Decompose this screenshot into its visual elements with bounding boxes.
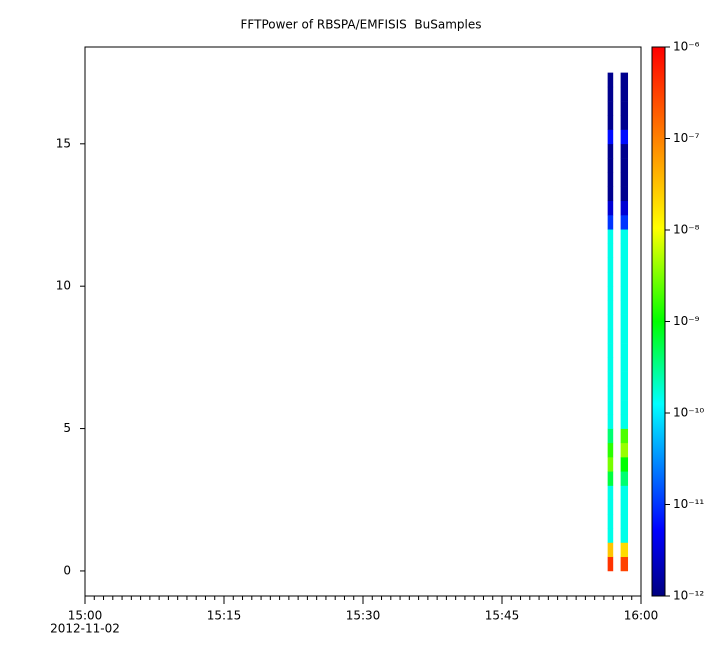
spectrogram-cell	[620, 186, 629, 202]
spectrogram-cell	[607, 485, 614, 501]
spectrogram-cell	[607, 556, 614, 572]
spectrogram-cell	[620, 243, 629, 259]
spectrogram-cell	[607, 499, 614, 515]
spectrogram-cell	[620, 172, 629, 187]
colorbar-tick-label: 10⁻¹⁰	[673, 406, 704, 420]
spectrogram-cell	[620, 400, 629, 415]
spectrogram-cell	[607, 158, 614, 173]
spectrogram-cell	[607, 428, 614, 444]
spectrogram-cell	[607, 86, 614, 102]
spectrogram-cell	[620, 556, 629, 572]
spectrogram-cell	[620, 215, 629, 230]
spectrogram-cell	[620, 385, 629, 401]
y-tick-label: 5	[63, 421, 71, 435]
spectrogram-cell	[620, 414, 629, 429]
colorbar	[651, 46, 666, 597]
spectrogram-cell	[607, 300, 614, 315]
spectrogram-cell	[607, 414, 614, 429]
colorbar-tick-label: 10⁻⁹	[673, 314, 700, 328]
spectrogram-cell	[620, 357, 629, 372]
date-label: 2012-11-02	[50, 622, 120, 636]
spectrogram-cell	[620, 200, 629, 216]
spectrogram-cell	[620, 485, 629, 501]
spectrogram-cell	[607, 257, 614, 273]
spectrogram-cell	[607, 143, 614, 159]
spectrogram-cell	[620, 143, 629, 159]
spectrogram-cell	[620, 115, 629, 130]
spectrogram-cell	[607, 72, 614, 88]
spectrogram-cell	[607, 542, 614, 558]
spectrogram-cell	[607, 385, 614, 401]
spectrogram-cell	[607, 215, 614, 230]
x-tick-label: 15:00	[68, 609, 103, 623]
spectrogram-cell	[607, 129, 614, 145]
spectrogram-cell	[620, 328, 629, 344]
spectrogram-cell	[620, 528, 629, 543]
spectrogram-cell	[620, 513, 629, 529]
colorbar-tick-label: 10⁻¹¹	[673, 497, 704, 511]
spectrogram-cell	[607, 286, 614, 301]
spectrogram-cell	[620, 499, 629, 515]
colorbar-tick-label: 10⁻⁸	[673, 223, 700, 237]
spectrogram-cell	[620, 442, 629, 458]
spectrogram-cell	[607, 101, 614, 116]
spectrogram-cell	[607, 528, 614, 543]
spectrogram-cell	[620, 286, 629, 301]
y-tick-label: 0	[63, 563, 71, 577]
spectrogram-cell	[607, 328, 614, 344]
spectrogram-cell	[607, 471, 614, 486]
y-tick-label: 15	[56, 136, 71, 150]
spectrogram-cell	[620, 129, 629, 145]
spectrogram-cell	[607, 186, 614, 202]
spectrogram-cell	[620, 158, 629, 173]
x-tick-label: 15:45	[485, 609, 520, 623]
spectrogram-cell	[620, 300, 629, 315]
spectrogram-cell	[607, 115, 614, 130]
spectrogram-cell	[607, 400, 614, 415]
spectrogram-cell	[620, 314, 629, 330]
spectrogram-cell	[607, 229, 614, 244]
spectrogram-cell	[607, 357, 614, 372]
spectrogram-cell	[620, 101, 629, 116]
spectrogram-cell	[620, 457, 629, 472]
spectrogram-cell	[607, 314, 614, 330]
spectrogram-cell	[607, 442, 614, 458]
spectrogram-cell	[607, 243, 614, 259]
spectrogram-cell	[620, 72, 629, 88]
spectrogram-cell	[620, 471, 629, 486]
spectrogram-cell	[607, 343, 614, 358]
spectrogram-cell	[607, 457, 614, 472]
x-tick-label: 16:00	[624, 609, 659, 623]
spectrogram-cell	[620, 257, 629, 273]
colorbar-tick-label: 10⁻¹²	[673, 589, 704, 603]
spectrogram-cell	[607, 271, 614, 287]
spectrogram-cell	[620, 343, 629, 358]
x-tick-label: 15:15	[207, 609, 242, 623]
spectrogram-cell	[607, 513, 614, 529]
spectrogram-cell	[620, 542, 629, 558]
chart-title: FFTPower of RBSPA/EMFISIS BuSamples	[241, 18, 482, 32]
spectrogram-cell	[607, 172, 614, 187]
spectrogram-cell	[620, 86, 629, 102]
spectrogram-cell	[607, 371, 614, 387]
spectrogram-cell	[620, 371, 629, 387]
spectrogram-cell	[620, 229, 629, 244]
colorbar-tick-label: 10⁻⁷	[673, 131, 700, 145]
y-tick-label: 10	[56, 279, 71, 293]
colorbar-tick-label: 10⁻⁶	[673, 40, 700, 54]
spectrogram-cell	[620, 271, 629, 287]
spectrogram-cell	[607, 200, 614, 216]
spectrogram-cell	[620, 428, 629, 444]
x-tick-label: 15:30	[346, 609, 381, 623]
